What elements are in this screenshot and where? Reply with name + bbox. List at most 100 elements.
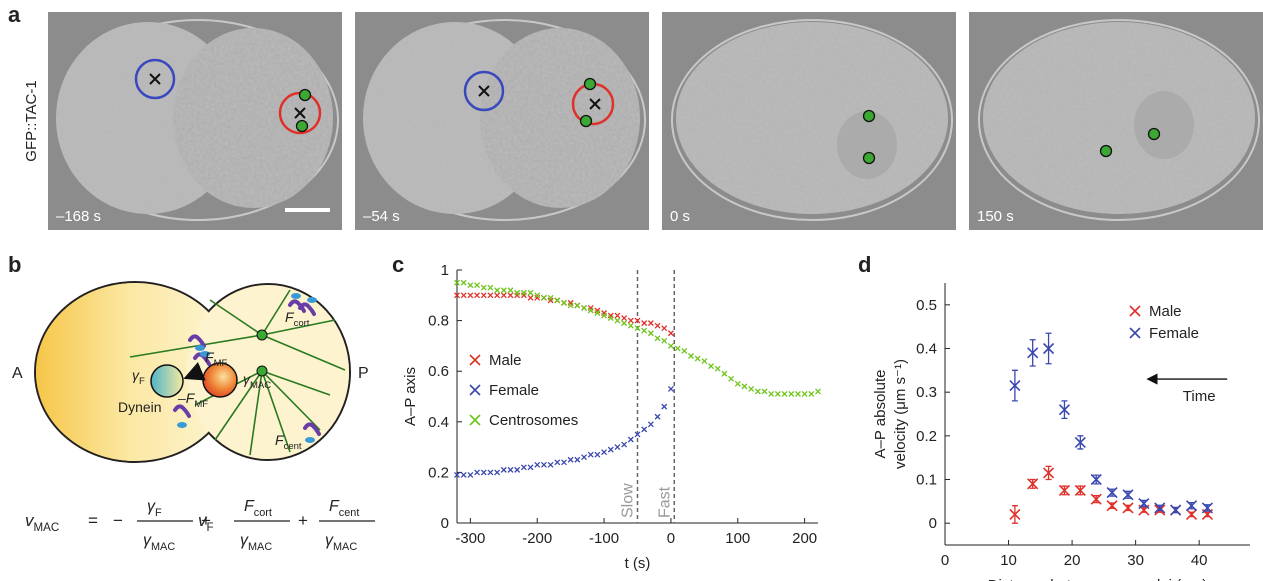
marker <box>514 466 521 473</box>
x-tick-label: -300 <box>455 530 485 547</box>
marker <box>714 365 721 372</box>
marker <box>474 282 481 289</box>
marker <box>1074 436 1086 448</box>
gamma-mac-main: γ <box>243 371 251 387</box>
eq-factor-main: v <box>198 511 208 530</box>
eq-factor: vF <box>198 511 214 534</box>
marker <box>614 312 621 319</box>
marker <box>534 292 541 299</box>
marker <box>661 337 668 344</box>
x-tick-label: -200 <box>522 530 552 547</box>
marker <box>768 391 775 397</box>
marker <box>1106 500 1118 512</box>
legend-marker <box>1129 327 1141 339</box>
marker <box>601 449 608 456</box>
microtubule <box>214 370 263 441</box>
y-tick-label: 0.4 <box>916 341 937 358</box>
neg-f-mf-sub: MF <box>194 399 208 410</box>
marker <box>781 391 788 397</box>
eq-lhs-main: v <box>25 511 35 530</box>
annotation: Time <box>1183 388 1216 405</box>
phase-label: Fast <box>656 486 673 518</box>
marker <box>467 471 474 478</box>
legend-marker <box>469 354 481 366</box>
eq-den-main: γ <box>143 532 152 549</box>
eq-lhs-sub: MAC <box>34 522 60 534</box>
eq-plus: + <box>201 511 211 530</box>
cell-inner <box>187 285 349 459</box>
y-axis-label: A–P axis <box>402 367 419 426</box>
marker <box>554 297 561 304</box>
x-tick-label: 30 <box>1127 552 1144 569</box>
marker <box>547 294 554 301</box>
marker <box>574 302 581 309</box>
marker <box>794 391 801 397</box>
marker <box>774 391 781 397</box>
centrosome-dot <box>298 88 312 102</box>
eq-den: γMAC <box>240 532 272 553</box>
marker <box>667 330 674 337</box>
marker <box>667 342 674 349</box>
marker <box>507 287 514 294</box>
eq-den-sub: MAC <box>333 541 357 553</box>
legend-marker <box>1129 305 1141 317</box>
marker <box>621 441 628 448</box>
y-tick-label: 0.4 <box>428 414 449 431</box>
marker <box>500 466 507 473</box>
cell-diagram <box>34 281 351 463</box>
marker <box>667 385 674 392</box>
marker <box>1027 347 1039 359</box>
y-axis-label: velocity (μm s⁻¹) <box>892 359 909 469</box>
marker <box>574 456 581 463</box>
marker <box>647 330 654 337</box>
dynein-head <box>195 345 205 351</box>
marker <box>1122 502 1134 514</box>
y-tick-label: 0.3 <box>916 384 937 401</box>
legend-marker <box>469 384 481 396</box>
marker <box>454 292 460 299</box>
marker <box>581 454 587 461</box>
eq-den-main: γ <box>240 532 249 549</box>
marker <box>614 317 621 324</box>
x-tick-label: 0 <box>941 552 949 569</box>
panel-label: d <box>858 252 871 277</box>
x-tick-label: 10 <box>1000 552 1017 569</box>
panel-label: b <box>8 252 21 277</box>
marker <box>1185 500 1198 512</box>
eq-num: Fcort <box>244 498 272 519</box>
marker <box>681 348 688 354</box>
marker <box>547 461 554 468</box>
marker <box>641 320 648 327</box>
gamma-f-main: γ <box>132 367 140 383</box>
marker <box>674 345 681 352</box>
marker <box>1106 487 1118 499</box>
marker <box>627 322 634 329</box>
marker <box>514 289 521 296</box>
gamma-mac: γMAC <box>243 371 271 391</box>
panel-label: c <box>392 252 404 277</box>
marker <box>708 363 714 370</box>
cell-p <box>173 28 333 208</box>
marker <box>808 391 815 397</box>
centrosome-dot <box>579 114 593 128</box>
y-tick-label: 0 <box>929 515 937 532</box>
dynein-head <box>177 422 187 428</box>
marker <box>567 456 574 463</box>
marker <box>540 294 547 301</box>
eq-num: Fcent <box>329 498 359 519</box>
microtubule <box>261 334 346 371</box>
marker <box>474 469 481 476</box>
eq-plus: + <box>298 511 308 530</box>
x-tick-label: 100 <box>725 530 750 547</box>
marker <box>627 317 634 324</box>
marker <box>728 375 735 382</box>
marker <box>621 320 628 327</box>
marker <box>607 446 614 453</box>
pronucleus <box>1134 91 1194 159</box>
f-cent-main: F <box>275 432 285 448</box>
eggshell <box>671 19 953 221</box>
marker <box>1043 342 1055 355</box>
eq-num-sub: cent <box>339 507 360 519</box>
dynein-motor <box>303 422 321 436</box>
marker <box>647 421 654 428</box>
